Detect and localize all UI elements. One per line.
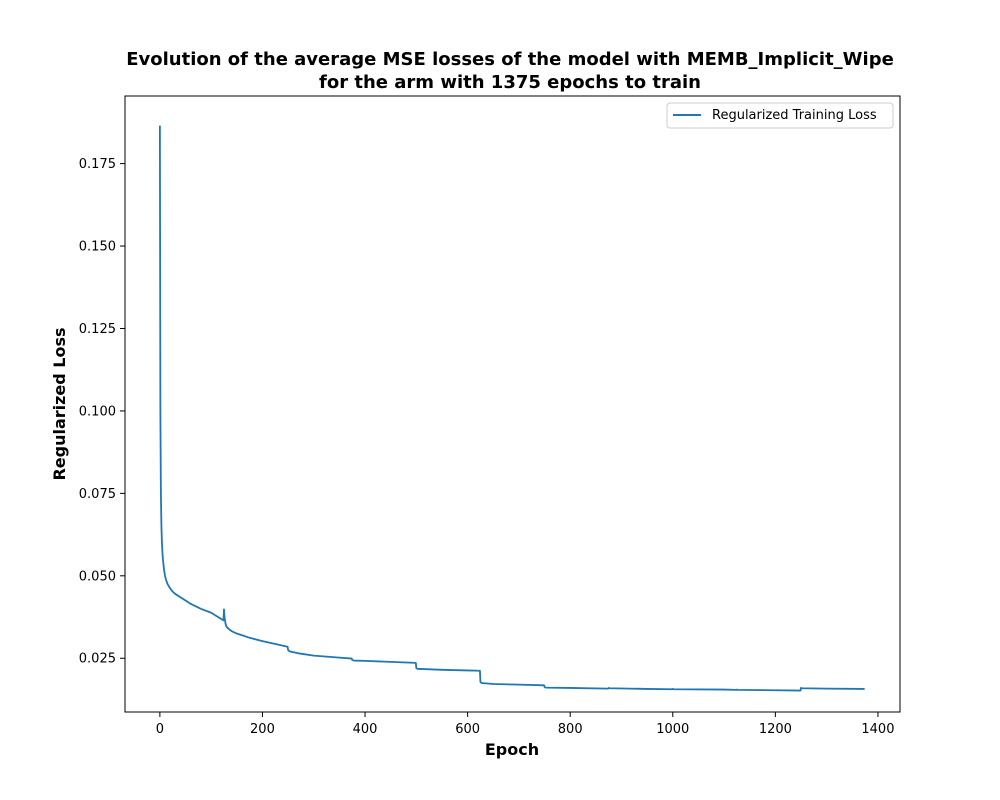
x-tick-label: 600: [455, 722, 480, 737]
y-tick-label: 0.075: [79, 487, 116, 502]
y-tick-label: 0.100: [79, 404, 116, 419]
chart-title-line-1: Evolution of the average MSE losses of t…: [126, 49, 894, 70]
x-tick-label: 400: [353, 722, 378, 737]
plot-frame: [124, 95, 901, 713]
x-tick-label: 200: [250, 722, 275, 737]
series-layer: [158, 125, 865, 692]
chart-title-line-2: for the arm with 1375 epochs to train: [319, 72, 701, 93]
legend-box: [666, 102, 894, 129]
x-axis-label: Epoch: [485, 740, 539, 759]
y-tick-label: 0.175: [79, 157, 116, 172]
series-line-0: [158, 125, 865, 692]
legend: Regularized Training Loss: [666, 102, 894, 129]
x-axis: 0 200 400 600 800 1000 1200 1400: [156, 712, 894, 737]
y-axis-label: Regularized Loss: [50, 327, 69, 480]
y-tick-label: 0.125: [79, 322, 116, 337]
y-axis: 0.025 0.050 0.075 0.100 0.125 0.150 0.175: [79, 157, 125, 667]
plot-area: [125, 96, 900, 712]
x-tick-label: 1400: [861, 722, 894, 737]
x-tick-label: 1200: [759, 722, 792, 737]
x-tick-label: 800: [558, 722, 583, 737]
y-tick-label: 0.150: [79, 240, 116, 255]
legend-label: Regularized Training Loss: [712, 108, 877, 123]
x-tick-label: 1000: [656, 722, 689, 737]
y-tick-label: 0.050: [79, 569, 116, 584]
x-tick-label: 0: [156, 722, 164, 737]
y-tick-label: 0.025: [79, 652, 116, 667]
